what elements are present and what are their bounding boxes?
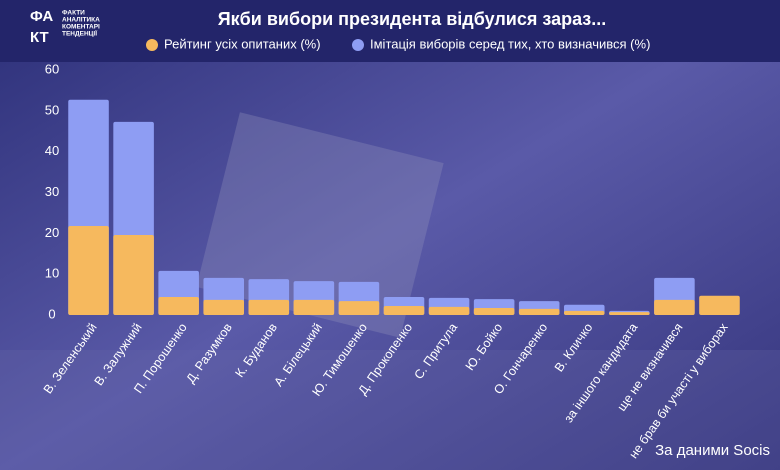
bar xyxy=(699,295,740,315)
chart-title: Якби вибори президента відбулися зараз..… xyxy=(218,9,607,29)
header-band xyxy=(0,0,780,62)
bar xyxy=(563,310,605,315)
bar xyxy=(158,297,199,315)
y-tick-label: 10 xyxy=(45,266,59,281)
logo-text: АНАЛІТИКА xyxy=(62,17,100,24)
legend-label: Рейтинг усіх опитаних (%) xyxy=(164,36,321,51)
logo-text: КОМЕНТАРІ xyxy=(62,24,100,31)
bar xyxy=(383,306,425,315)
logo-mark: КТ xyxy=(30,29,49,46)
logo-text: ФАКТИ xyxy=(62,10,85,17)
bar xyxy=(203,299,245,315)
bar xyxy=(338,301,380,315)
source: За даними Socis xyxy=(655,442,770,459)
bar xyxy=(428,306,470,315)
logo-text: ТЕНДЕНЦІЇ xyxy=(62,30,97,38)
legend-swatch xyxy=(352,39,364,51)
bar xyxy=(293,299,335,315)
bar xyxy=(68,225,109,315)
y-tick-label: 60 xyxy=(45,61,59,76)
bar xyxy=(654,299,695,315)
y-tick-label: 50 xyxy=(45,102,59,117)
logo-mark: ФА xyxy=(30,8,53,25)
legend-label: Імітація виборів серед тих, хто визначив… xyxy=(370,36,650,51)
y-tick-label: 30 xyxy=(45,184,59,199)
bar xyxy=(518,308,560,315)
bar xyxy=(473,308,515,315)
bar xyxy=(609,312,650,315)
y-tick-label: 40 xyxy=(45,143,59,158)
bar xyxy=(248,299,290,315)
bar xyxy=(113,234,154,315)
box-decor xyxy=(0,350,780,470)
y-tick-label: 0 xyxy=(48,306,55,321)
legend-swatch xyxy=(146,39,158,51)
y-tick-label: 20 xyxy=(45,225,59,240)
